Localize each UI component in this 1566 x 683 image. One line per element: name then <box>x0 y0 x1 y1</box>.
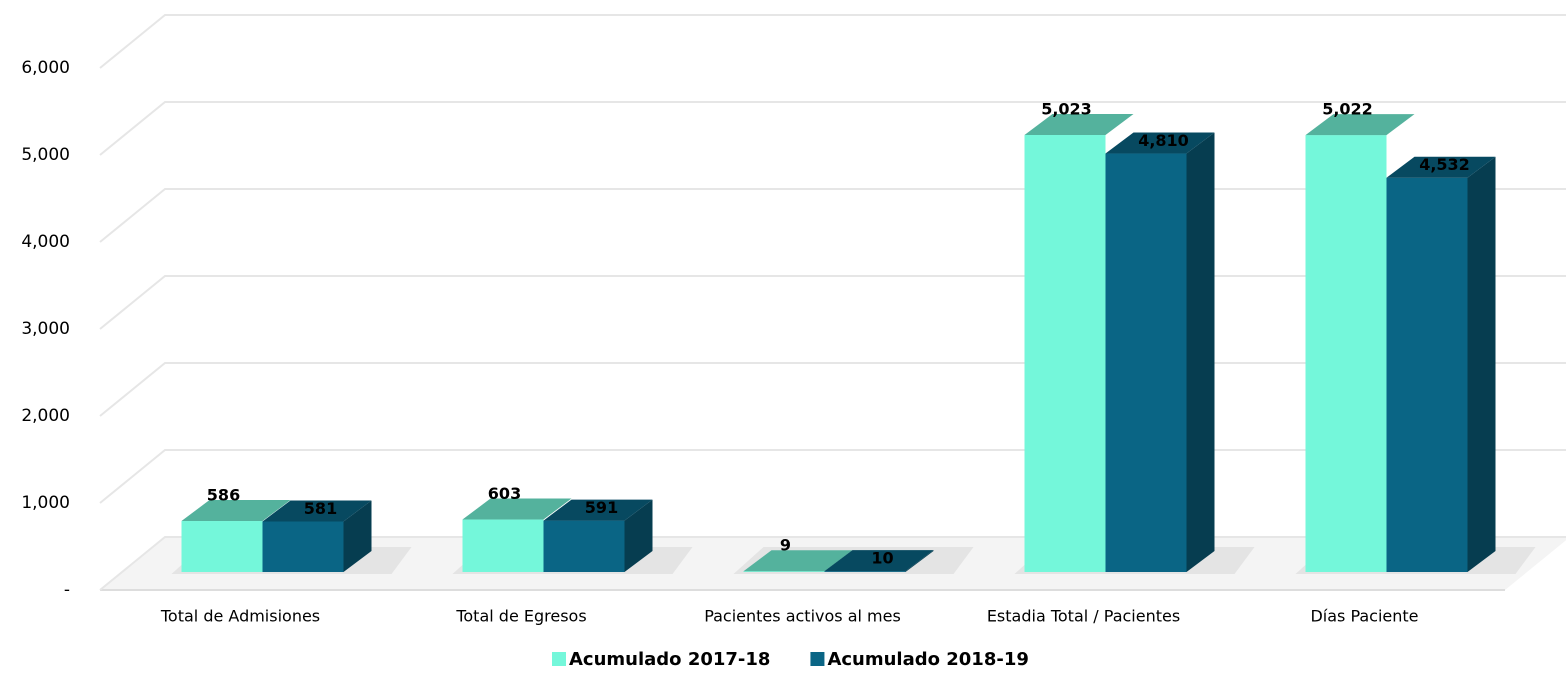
bar-top <box>1024 113 1134 135</box>
bar-top <box>1105 132 1215 154</box>
bar-top <box>743 550 853 572</box>
y-tick-label: 4,000 <box>21 232 70 252</box>
bar <box>743 571 825 572</box>
bar-top <box>824 550 934 572</box>
legend-swatch <box>810 652 825 666</box>
bar-side <box>1186 132 1215 572</box>
value-label: 5,022 <box>1322 100 1373 119</box>
legend-label: Acumulado 2018-19 <box>827 649 1028 670</box>
y-tick-label: 2,000 <box>21 406 70 426</box>
bar-side <box>343 500 372 572</box>
bar-top <box>462 498 572 520</box>
value-label: 4,810 <box>1138 131 1189 150</box>
y-tick-label: 3,000 <box>21 319 70 339</box>
legend-swatch <box>552 652 566 666</box>
x-tick-label: Estadia Total / Pacientes <box>987 607 1180 626</box>
bar-top <box>262 500 372 522</box>
bar <box>262 521 344 572</box>
legend-label: Acumulado 2017-18 <box>569 649 770 670</box>
value-label: 603 <box>488 484 521 503</box>
bar <box>1386 177 1468 572</box>
bar-top <box>181 500 291 522</box>
bar <box>181 521 263 572</box>
bar <box>824 571 906 572</box>
bar <box>1305 135 1387 572</box>
bar <box>1105 153 1187 572</box>
x-tick-label: Total de Admisiones <box>160 607 320 626</box>
bar <box>543 520 625 572</box>
value-label: 5,023 <box>1041 99 1092 118</box>
value-label: 581 <box>304 499 337 518</box>
bar-side <box>905 550 934 572</box>
bar-side <box>1467 156 1496 572</box>
bar <box>1024 134 1106 572</box>
bar-side <box>624 499 653 572</box>
value-label: 586 <box>207 486 240 505</box>
x-tick-label: Días Paciente <box>1310 607 1418 626</box>
x-tick-label: Total de Egresos <box>455 607 586 626</box>
bar <box>462 519 544 572</box>
value-label: 4,532 <box>1419 155 1470 174</box>
value-label: 9 <box>780 536 791 555</box>
grid-line <box>99 14 1566 69</box>
bar-top <box>1305 114 1415 136</box>
grid-line <box>99 101 1566 156</box>
value-label: 591 <box>585 498 618 517</box>
y-tick-label: - <box>64 580 70 600</box>
y-tick-label: 1,000 <box>21 493 70 513</box>
bar-top <box>1386 156 1496 178</box>
x-tick-label: Pacientes activos al mes <box>704 607 901 626</box>
bar-top <box>543 499 653 521</box>
y-tick-label: 5,000 <box>21 145 70 165</box>
value-label: 10 <box>871 549 893 568</box>
y-tick-label: 6,000 <box>21 58 70 78</box>
